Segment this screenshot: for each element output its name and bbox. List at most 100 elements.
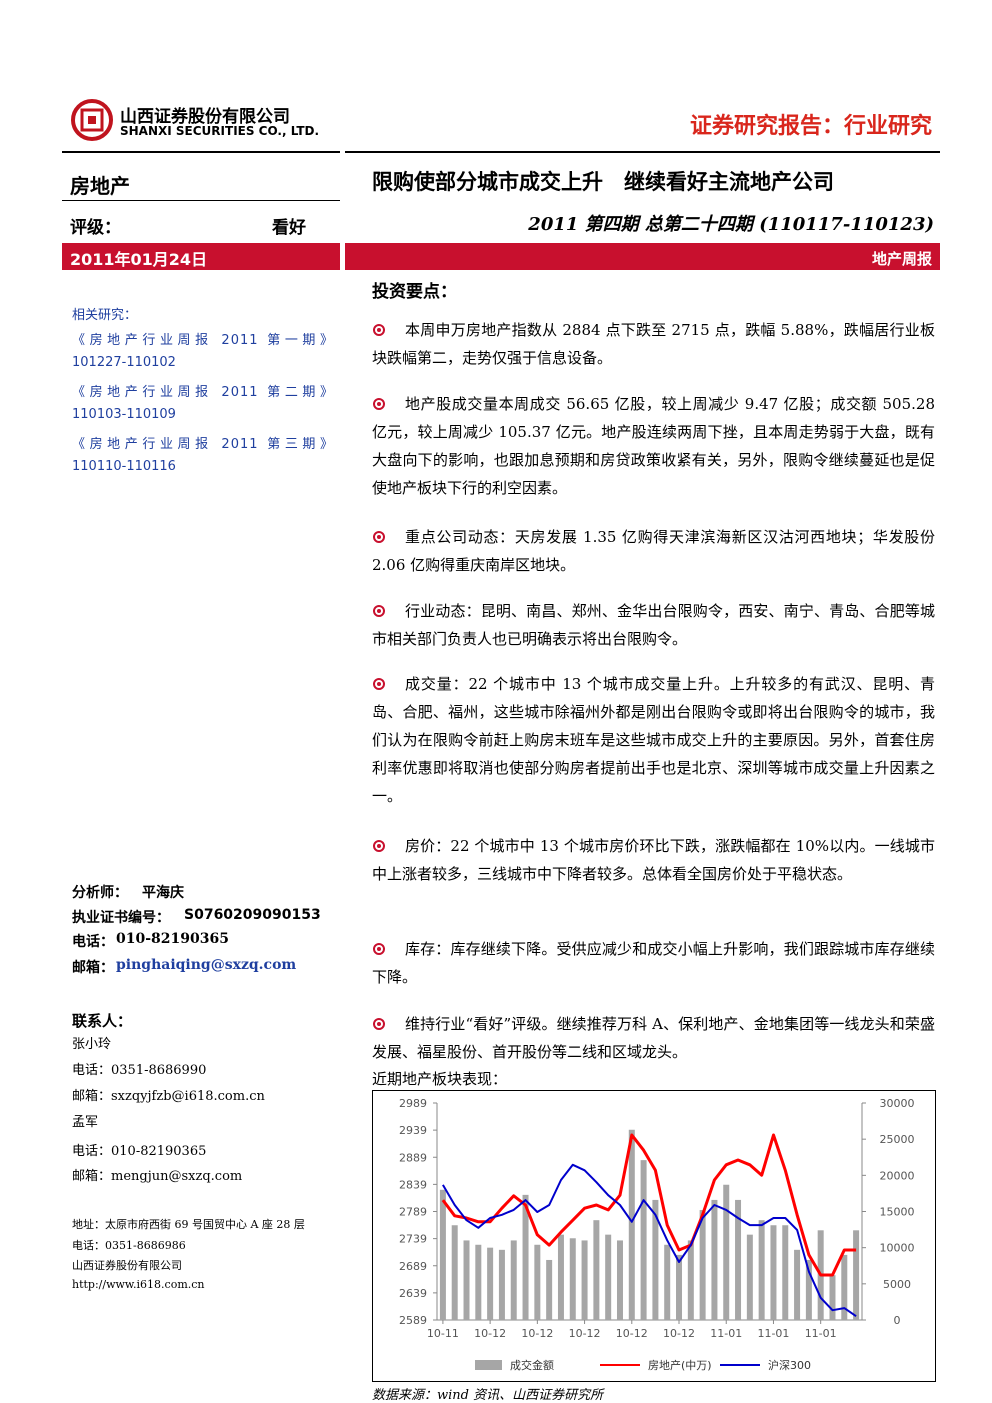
chart: 2589 2639 2689 2739 2789 2839 2889 2939 2989 0 500… [372,1090,936,1382]
bar [439,1189,446,1320]
x-tick-label: 10-12 [474,1327,506,1340]
bullet-paragraph: 库存：库存继续下降。受供应减少和成交小幅上升影响，我们跟踪城市库存继续下降。 [372,940,935,986]
bar [746,1234,753,1320]
bar [522,1194,529,1320]
phone: 010-82190365 [116,931,229,947]
bar [723,1184,730,1320]
x-tick-label: 10-12 [521,1327,553,1340]
related-item: 101227-110102 [72,355,176,370]
y-tick-label: 2989 [399,1097,427,1110]
rating: 看好 [272,218,306,238]
chart-title: 近期地产板块表现： [372,1070,508,1088]
bar [711,1199,718,1320]
bullet-paragraph: 本周申万房地产指数从 2884 点下跌至 2715 点，跌幅 5.88%，跌幅居… [372,321,935,367]
sector: 房地产 [70,174,130,198]
tag-band [345,243,940,270]
y-tick-label: 2739 [399,1233,427,1246]
y-tick-label: 2789 [399,1206,427,1219]
related-item: 《房地产行业周报 2011 第三期》 [72,437,334,452]
related-item: 110110-110116 [72,459,176,474]
contact-email: 邮箱：sxzqyjfzb@i618.com.cn [72,1089,265,1104]
report-type: 证券研究报告：行业研究 [689,114,932,139]
company-name-en: SHANXI SECURITIES CO., LTD. [120,124,320,138]
bar [569,1238,576,1320]
bar [546,1259,553,1320]
bar [451,1225,458,1320]
bullet-icon [373,840,385,852]
y2-tick-label: 20000 [880,1169,915,1182]
phone-label: 电话： [72,934,114,950]
rule [62,200,340,201]
legend-label: 沪深300 [768,1358,811,1372]
y-tick-label: 2589 [399,1314,427,1327]
rule [345,151,940,153]
section-title: 投资要点： [372,282,457,302]
bullet-paragraph: 行业动态：昆明、南昌、郑州、金华出台限购令，西安、南宁、青岛、合肥等城市相关部门… [372,602,935,648]
bar [605,1234,612,1320]
bullet-icon [373,531,385,543]
x-tick-label: 11-01 [805,1327,837,1340]
bar [628,1129,635,1320]
bar [782,1225,789,1320]
company-name-cn: 山西证券股份有限公司 [120,107,290,127]
address-line: http://www.i618.com.cn [72,1277,205,1291]
y2-tick-label: 10000 [880,1242,915,1255]
bar [687,1240,694,1320]
address-line: 地址：太原市府西街 69 号国贸中心 A 座 28 层 [72,1218,305,1231]
bar [498,1249,505,1320]
bar [487,1247,494,1320]
cert-label: 执业证书编号： [72,910,170,926]
bar [664,1244,671,1320]
line-series [441,1133,857,1277]
y-tick-label: 2689 [399,1260,427,1273]
logo [71,99,113,141]
bullet-icon [373,324,385,336]
bar [735,1199,742,1320]
bar [616,1240,623,1320]
source: 数据来源：wind 资讯、山西证券研究所 [372,1388,604,1403]
bar [534,1244,541,1320]
bar [676,1254,683,1320]
address-line: 山西证券股份有限公司 [72,1259,182,1272]
bar [770,1225,777,1320]
related-item: 110103-110109 [72,407,176,422]
rating-label: 评级： [70,218,121,238]
contact-email: 邮箱：mengjun@sxzq.com [72,1169,243,1184]
bar [758,1220,765,1320]
bar [805,1259,812,1320]
y2-tick-label: 0 [894,1314,901,1327]
bullet-icon [373,678,385,690]
x-tick-label: 11-01 [757,1327,789,1340]
bar [593,1220,600,1320]
issue: 2011 第四期 总第二十四期 (110117-110123) [528,214,934,235]
related-item: 《房地产行业周报 2011 第二期》 [72,385,334,400]
email[interactable]: pinghaiqing@sxzq.com [116,957,297,973]
bar [652,1199,659,1320]
y2-tick-label: 5000 [883,1278,911,1291]
x-tick-label: 10-12 [616,1327,648,1340]
contacts-title: 联系人： [72,1012,133,1030]
legend-label: 成交金额 [510,1358,554,1372]
email-label: 邮箱： [72,960,114,976]
y-tick-label: 2639 [399,1287,427,1300]
contact-phone: 电话：0351-8686990 [72,1063,207,1078]
bullet-icon [373,943,385,955]
contact-name: 孟军 [72,1115,99,1130]
x-tick-label: 10-12 [569,1327,601,1340]
bullet-icon [373,398,385,410]
contact-phone: 电话：010-82190365 [72,1144,207,1159]
bar [794,1249,801,1320]
bullet-paragraph: 重点公司动态：天房发展 1.35 亿购得天津滨海新区汉沽河西地块；华发股份 2.… [372,528,935,574]
bar [853,1230,860,1320]
y-tick-label: 2939 [399,1124,427,1137]
address-line: 电话：0351-8686986 [72,1238,186,1252]
contact-name: 张小玲 [72,1037,112,1052]
legend-label: 房地产(中万) [648,1358,712,1372]
x-tick-label: 10-12 [663,1327,695,1340]
legend-swatch [475,1360,502,1370]
report-title: 限购使部分城市成交上升 继续看好主流地产公司 [372,170,834,194]
bullet-paragraph: 地产股成交量本周成交 56.65 亿股，较上周减少 9.47 亿股；成交额 50… [372,395,935,497]
y-tick-label: 2889 [399,1151,427,1164]
y2-tick-label: 30000 [880,1097,915,1110]
